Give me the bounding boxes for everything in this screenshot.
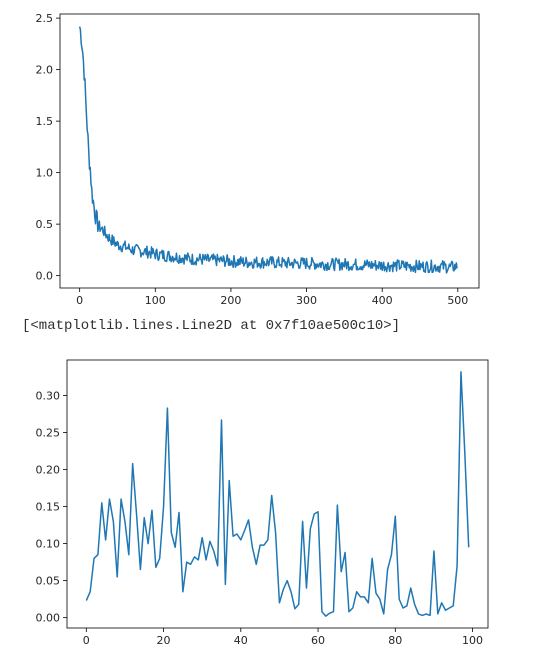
cell-output-repr: [<matplotlib.lines.Line2D at 0x7f10ae500… [22,318,401,334]
plot-frame [66,359,489,629]
x-tick-label: 400 [372,294,393,305]
y-tick-label: 1.0 [36,167,54,180]
loss-chart-last100-svg: 0 20 40 60 80 100 0.00 0.05 0.10 0.15 0.20 0.25 0.30 [36,359,489,647]
x-tick-label: 60 [311,634,325,647]
y-tick-label: 2.0 [36,64,54,77]
loss-chart-last100: 0 20 40 60 80 100 0.00 0.05 0.10 0.15 0.20 0.25 0.30 [0,342,552,652]
y-tick-label: 0.5 [36,218,54,231]
loss-chart-full: 0 100 200 300 400 500 0.0 0.5 1.0 1.5 2.0 2.5 [0,0,552,307]
y-tick-label: 0.20 [36,464,61,477]
x-tick-label: 0 [76,294,83,305]
y-tick-label: 0.25 [36,427,61,440]
series-line [85,371,470,617]
y-tick-label: 0.15 [36,501,61,514]
plot-frame [59,13,480,289]
series-line [78,26,458,274]
x-tick-label: 300 [296,294,317,305]
x-tick-label: 100 [145,294,166,305]
loss-chart-full-svg: 0 100 200 300 400 500 0.0 0.5 1.0 1.5 2.0 2.5 [36,12,480,307]
y-tick-label: 0.0 [36,270,54,283]
y-tick-label: 2.5 [36,12,54,25]
x-tick-label: 80 [388,634,402,647]
y-tick-label: 1.5 [36,115,54,128]
x-tick-label: 200 [220,294,241,305]
x-tick-label: 40 [234,634,248,647]
y-tick-label: 0.05 [36,575,61,588]
y-tick-label: 0.10 [36,538,61,551]
y-tick-label: 0.00 [36,612,61,625]
x-tick-label: 20 [157,634,171,647]
x-tick-label: 500 [447,294,468,305]
x-tick-label: 0 [83,634,90,647]
x-tick-label: 100 [462,634,483,647]
y-tick-label: 0.30 [36,390,61,403]
